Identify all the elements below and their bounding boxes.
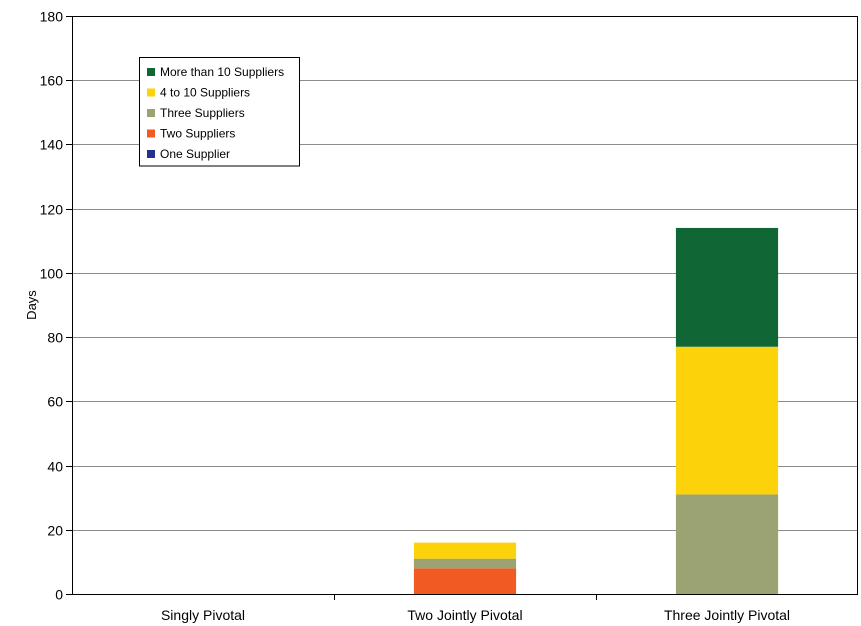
- bar-segment: [413, 568, 517, 594]
- bar-segment: [675, 227, 779, 347]
- legend-swatch: [147, 109, 155, 117]
- bar-segment: [675, 346, 779, 495]
- y-tick-label: 20: [47, 523, 63, 539]
- legend-label: More than 10 Suppliers: [160, 65, 284, 79]
- y-tick-label: 180: [40, 9, 64, 25]
- y-tick-label: 60: [47, 394, 63, 410]
- bar-segment: [413, 558, 517, 569]
- legend-label: 4 to 10 Suppliers: [160, 86, 250, 100]
- legend-label: One Supplier: [160, 147, 230, 161]
- x-tick-label: Singly Pivotal: [161, 607, 245, 623]
- legend-label: Two Suppliers: [160, 127, 235, 141]
- plot-area-border: [72, 16, 858, 595]
- x-tick-label: Two Jointly Pivotal: [407, 607, 522, 623]
- y-tick-label: 160: [40, 73, 64, 89]
- legend-swatch: [147, 150, 155, 158]
- y-tick-label: 100: [40, 266, 64, 282]
- y-axis-title: Days: [24, 290, 39, 320]
- y-tick-label: 120: [40, 202, 64, 218]
- x-tick-label: Three Jointly Pivotal: [664, 607, 790, 623]
- y-tick-label: 80: [47, 330, 63, 346]
- legend-swatch: [147, 129, 155, 138]
- bar-segment: [413, 542, 517, 559]
- legend-swatch: [147, 68, 155, 76]
- legend-box: [139, 57, 300, 167]
- y-tick-label: 0: [55, 587, 63, 603]
- legend-label: Three Suppliers: [160, 106, 245, 120]
- legend: More than 10 Suppliers 4 to 10 Suppliers T…: [139, 57, 300, 167]
- y-tick-label: 140: [40, 137, 64, 153]
- axes: 0 20 40 60 80 100 120 140 160 180 Singly Pivotal Tw…: [24, 9, 858, 623]
- bar-segment: [675, 494, 779, 594]
- y-tick-label: 40: [47, 459, 63, 475]
- bars: [413, 227, 779, 594]
- legend-swatch: [147, 88, 155, 97]
